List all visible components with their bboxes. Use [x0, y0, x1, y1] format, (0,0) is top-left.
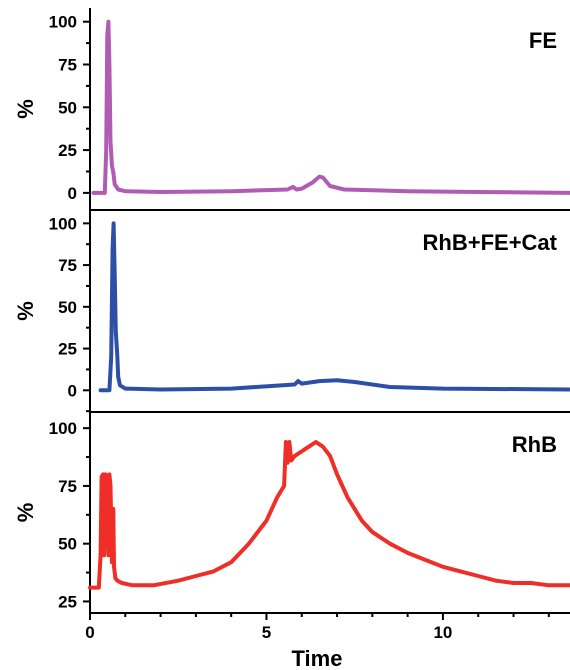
panel-2-y-axis-title: %	[13, 503, 38, 523]
panel-1-series-label: RhB+FE+Cat	[423, 230, 558, 255]
panel-2-y-tick-label: 50	[58, 535, 77, 554]
panel-2-y-tick-label: 100	[49, 419, 77, 438]
panel-0-y-tick-label: 50	[58, 98, 77, 117]
x-axis: 0 5 10	[85, 613, 550, 642]
panel-0-y-axis-title: %	[13, 99, 38, 119]
panel-0-series-line	[91, 19, 570, 195]
panel-2-series-label: RhB	[512, 432, 557, 457]
panel-2: 25 50 75 100% RhB	[13, 412, 570, 614]
panel-0-y-tick-label: 0	[68, 184, 77, 203]
panel-1-series-line	[98, 221, 570, 393]
panel-0-y-tick-label: 25	[58, 141, 77, 160]
panel-1-y-tick-label: 0	[68, 381, 77, 400]
panel-0-y-tick-label: 100	[49, 13, 77, 32]
panel-1-y-tick-label: 100	[49, 214, 77, 233]
x-tick-label: 5	[262, 623, 271, 642]
panel-1-y-tick-label: 75	[58, 256, 77, 275]
panel-1-y-tick-label: 25	[58, 340, 77, 359]
panel-0-y-tick-label: 75	[58, 55, 77, 74]
panel-2-series-line	[88, 440, 570, 590]
x-tick-label: 10	[433, 623, 452, 642]
panel-1: 0 25 50 75 100% RhB+FE+Cat	[13, 210, 570, 413]
panel-0: 0 25 50 75 100% FE	[13, 8, 570, 211]
panel-0-series-label: FE	[529, 28, 557, 53]
x-tick-label: 0	[85, 623, 94, 642]
x-axis-title: Time	[292, 646, 343, 670]
panel-1-y-tick-label: 50	[58, 298, 77, 317]
panel-2-y-tick-label: 25	[58, 592, 77, 611]
panel-1-y-axis-title: %	[13, 301, 38, 321]
chart-panels: 0 25 50 75 100% FE 0 25 50 75 100% RhB+FE+Cat 25 50 75…	[13, 8, 570, 614]
panel-2-y-tick-label: 75	[58, 477, 77, 496]
